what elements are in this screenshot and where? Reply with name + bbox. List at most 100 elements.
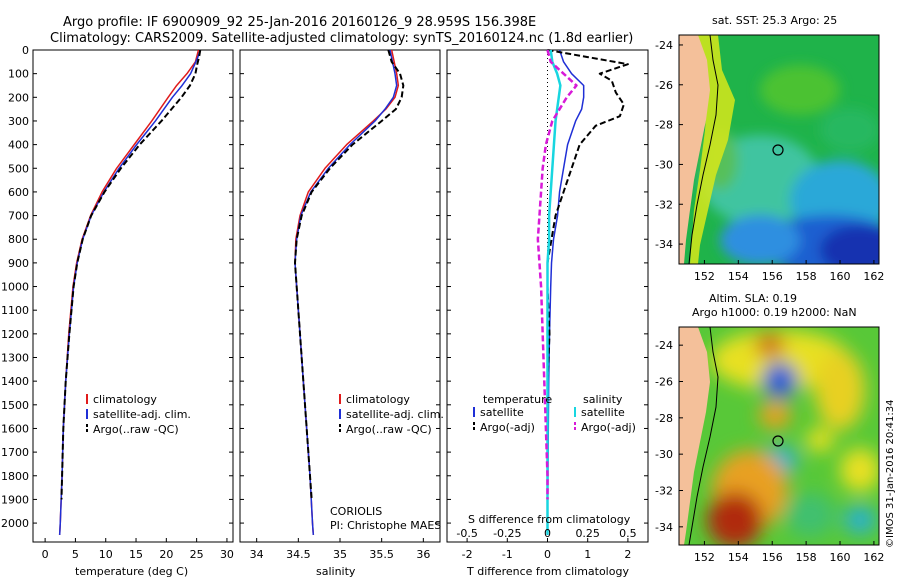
- x-tick-label: 36: [416, 548, 430, 561]
- legend-label-t-satellite: satellite: [480, 406, 524, 419]
- legend-header-temperature: temperature: [483, 393, 552, 406]
- y-tick-label: 900: [8, 257, 29, 270]
- x-tick-label: -2: [462, 548, 473, 561]
- series-line-argo-raw-qc-: [60, 49, 202, 500]
- x-tick-label: 34: [250, 548, 264, 561]
- sla-isobath: [688, 327, 719, 545]
- y-tick-label: 500: [8, 162, 29, 175]
- s-tick-label: 0: [544, 527, 551, 540]
- legend-label-s-satellite: satellite: [581, 406, 625, 419]
- x-tick-label: 30: [220, 548, 234, 561]
- x-tick-label: -1: [502, 548, 513, 561]
- map-x-tick-label: 154: [728, 551, 749, 564]
- salinity-panel: [239, 49, 441, 543]
- map-y-tick-label: -30: [655, 158, 673, 171]
- sst-coast-band: [690, 35, 735, 264]
- y-tick-label: 1000: [1, 281, 29, 294]
- legend-label-satellite: satellite-adj. clim.: [93, 408, 191, 421]
- credit-center: CORIOLIS: [330, 505, 382, 518]
- y-tick-label: 1200: [1, 328, 29, 341]
- map-x-tick-label: 162: [863, 270, 884, 283]
- map-y-tick-label: -24: [655, 339, 673, 352]
- map-y-tick-label: -34: [655, 238, 673, 251]
- map-x-tick-label: 158: [796, 551, 817, 564]
- y-tick-label: 400: [8, 139, 29, 152]
- legend-label-t-argo: Argo(-adj): [480, 421, 535, 434]
- series-line-argo-raw-qc-: [294, 49, 405, 500]
- title-line1: Argo profile: IF 6900909_92 25-Jan-2016 …: [63, 15, 536, 30]
- legend-header-salinity: salinity: [583, 393, 623, 406]
- temperature-panel: [32, 49, 234, 543]
- legend-label-climatology: climatology: [346, 393, 410, 406]
- difference-xlabel: T difference from climatology: [466, 565, 629, 578]
- y-tick-label: 800: [8, 233, 29, 246]
- map-y-tick-label: -28: [655, 412, 673, 425]
- y-tick-label: 1100: [1, 304, 29, 317]
- x-tick-label: 35: [333, 548, 347, 561]
- map-y-tick-label: -28: [655, 119, 673, 132]
- s-tick-label: -0.5: [456, 527, 477, 540]
- x-tick-label: 1: [584, 548, 591, 561]
- x-tick-label: 20: [159, 548, 173, 561]
- y-tick-label: 1300: [1, 352, 29, 365]
- sla-map: [679, 327, 879, 545]
- y-tick-label: 1400: [1, 375, 29, 388]
- y-tick-label: 200: [8, 91, 29, 104]
- sla-map-title: Altim. SLA: 0.19: [709, 292, 797, 305]
- map-x-tick-label: 156: [762, 270, 783, 283]
- s-tick-label: 0.5: [619, 527, 637, 540]
- map-y-tick-label: -34: [655, 521, 673, 534]
- sst-map-frame: [678, 34, 880, 265]
- x-tick-label: 10: [99, 548, 113, 561]
- x-tick-label: 25: [190, 548, 204, 561]
- difference-legend: temperature salinity satellite Argo(-adj…: [473, 393, 636, 434]
- x-tick-label: 0: [42, 548, 49, 561]
- map-x-tick-label: 160: [830, 270, 851, 283]
- sst-argo-marker: [772, 144, 784, 156]
- title-line2: Climatology: CARS2009. Satellite-adjuste…: [50, 31, 633, 46]
- difference-xlabel-top: S difference from climatology: [468, 513, 631, 526]
- y-tick-label: 700: [8, 210, 29, 223]
- map-x-tick-label: 160: [830, 551, 851, 564]
- legend-label-argo: Argo(..raw -QC): [346, 423, 432, 436]
- y-tick-label: 1900: [1, 493, 29, 506]
- y-tick-label: 1500: [1, 399, 29, 412]
- map-x-tick-label: 152: [694, 270, 715, 283]
- sst-isobath: [688, 35, 719, 264]
- y-tick-label: 1800: [1, 470, 29, 483]
- sst-map-title: sat. SST: 25.3 Argo: 25: [712, 14, 837, 27]
- map-x-tick-label: 162: [863, 551, 884, 564]
- x-tick-label: 34.5: [286, 548, 311, 561]
- x-tick-label: 2: [624, 548, 631, 561]
- credit-pi: PI: Christophe MAES: [330, 519, 441, 532]
- map-x-tick-label: 156: [762, 551, 783, 564]
- temperature-legend: climatology satellite-adj. clim. Argo(..…: [86, 393, 191, 436]
- map-y-tick-label: -26: [655, 376, 673, 389]
- imos-credit: ©IMOS 31-Jan-2016 20:41:34: [885, 400, 896, 548]
- series-line-salinity-satellite: [546, 49, 562, 535]
- y-tick-label: 1700: [1, 446, 29, 459]
- y-tick-label: 0: [22, 44, 29, 57]
- sla-argo-marker: [772, 435, 784, 447]
- y-tick-label: 600: [8, 186, 29, 199]
- map-y-tick-label: -30: [655, 448, 673, 461]
- x-tick-label: 15: [129, 548, 143, 561]
- sst-land: [679, 35, 710, 264]
- sla-map-subtitle: Argo h1000: 0.19 h2000: NaN: [692, 306, 857, 319]
- salinity-xlabel: salinity: [316, 565, 356, 578]
- y-tick-label: 100: [8, 68, 29, 81]
- x-tick-label: 35.5: [369, 548, 394, 561]
- y-tick-label: 1600: [1, 422, 29, 435]
- x-tick-label: 0: [544, 548, 551, 561]
- map-y-tick-label: -24: [655, 39, 673, 52]
- sla-land: [679, 327, 710, 545]
- legend-label-argo: Argo(..raw -QC): [93, 423, 179, 436]
- temperature-xlabel: temperature (deg C): [75, 565, 188, 578]
- x-tick-label: 5: [72, 548, 79, 561]
- map-x-tick-label: 154: [728, 270, 749, 283]
- legend-label-satellite: satellite-adj. clim.: [346, 408, 444, 421]
- legend-label-climatology: climatology: [93, 393, 157, 406]
- map-x-tick-label: 158: [796, 270, 817, 283]
- map-x-tick-label: 152: [694, 551, 715, 564]
